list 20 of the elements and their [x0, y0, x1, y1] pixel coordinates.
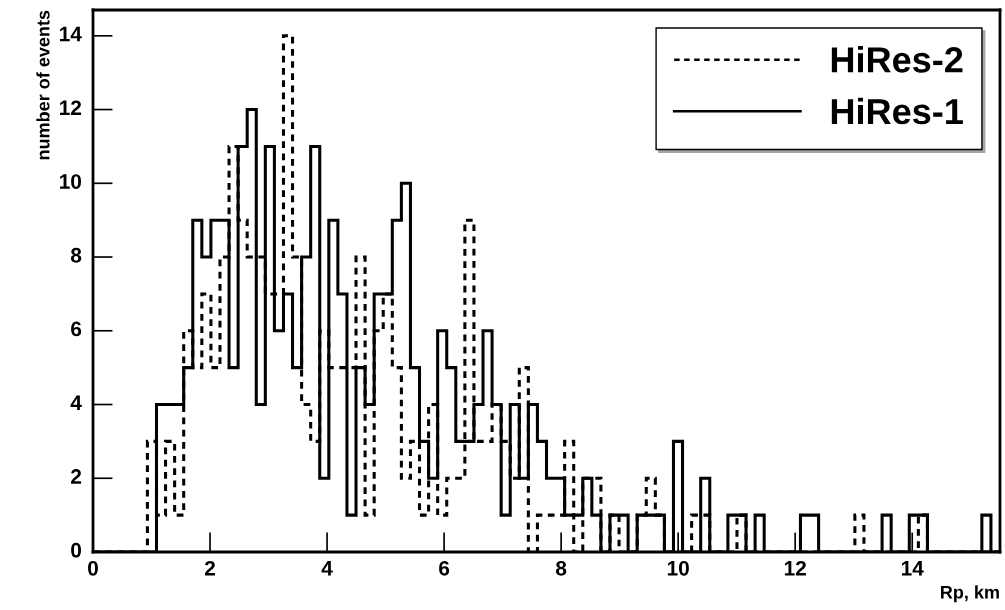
- x-tick-label: 12: [784, 560, 806, 576]
- x-tick-label: 10: [667, 560, 689, 576]
- x-tick-label: 4: [321, 561, 333, 576]
- y-tick-label: 4: [70, 395, 82, 410]
- x-tick-label: 0: [88, 560, 98, 576]
- y-tick-label: 8: [70, 247, 82, 263]
- legend-label: HiRes-1: [831, 97, 963, 125]
- y-axis-title: number of events: [36, 10, 50, 160]
- legend-label: HiRes-2: [831, 46, 963, 73]
- x-tick-label: 14: [901, 561, 924, 576]
- x-tick-label: 2: [204, 560, 215, 576]
- x-axis-title: Rp, km: [941, 585, 999, 603]
- y-tick-label: 10: [60, 174, 82, 189]
- y-tick-label: 12: [60, 100, 82, 115]
- y-tick-label: 0: [71, 542, 82, 558]
- y-tick-label: 14: [60, 26, 82, 42]
- x-tick-label: 8: [556, 560, 567, 576]
- y-tick-label: 6: [71, 321, 82, 337]
- y-tick-label: 2: [71, 469, 82, 484]
- x-tick-label: 6: [439, 560, 450, 576]
